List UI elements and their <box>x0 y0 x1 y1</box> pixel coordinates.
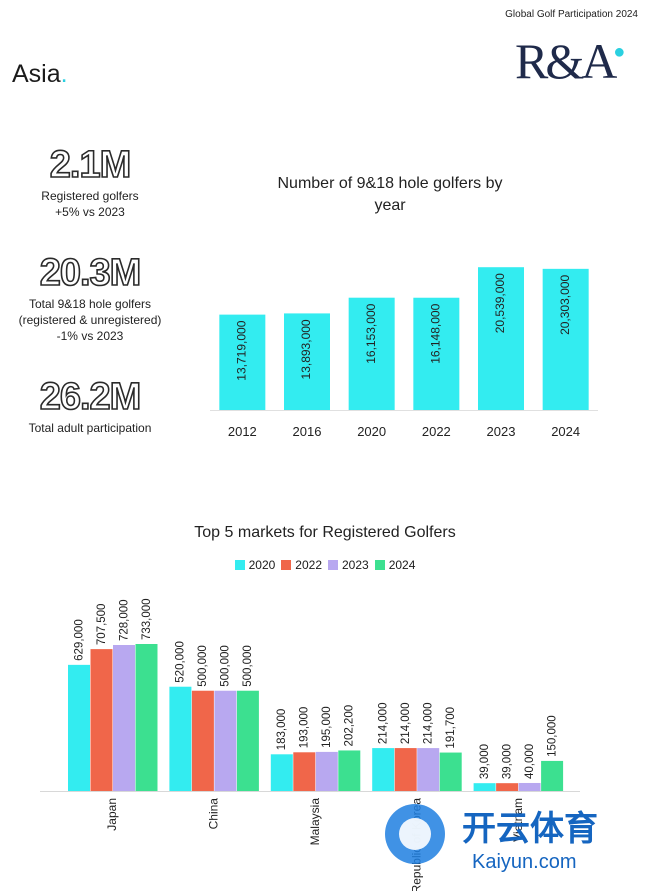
bar-value-label: 202,200 <box>344 705 356 747</box>
bar-2012 <box>219 314 266 410</box>
bar-value-label: 150,000 <box>546 715 558 757</box>
stat-value: 20.3M <box>39 252 142 294</box>
legend-swatch-icon <box>328 560 338 570</box>
kaiyun-watermark: 开云体育 Kaiyun.com <box>385 804 598 873</box>
bar-value-label: 193,000 <box>299 707 311 749</box>
stat-label: Total adult participation <box>28 421 152 435</box>
bar-2016 <box>284 313 330 410</box>
bar-value-label: 20,303,000 <box>558 275 572 335</box>
legend-swatch-icon <box>374 560 385 570</box>
stat-value: 26.2M <box>39 376 142 418</box>
bar-value-label: 20,539,000 <box>493 273 507 333</box>
bar-value-label: 500,000 <box>220 645 232 687</box>
bar-2022 <box>191 690 214 791</box>
bar-2020 <box>372 748 395 791</box>
bar-value-label: 195,000 <box>321 706 333 748</box>
stat-label: Total 9&18 hole golfers (registered & unr… <box>18 297 162 343</box>
bar-value-label: 728,000 <box>118 599 130 641</box>
watermark-site: Kaiyun.com <box>472 851 577 873</box>
bar-value-label: 13,893,000 <box>299 319 313 379</box>
bar-2022 <box>293 752 316 791</box>
x-tick-label: 2012 <box>228 424 257 439</box>
bar-value-label: 707,500 <box>96 604 108 646</box>
bar-2024 <box>236 690 259 791</box>
bar-value-label: 733,000 <box>141 598 153 640</box>
category-label: China <box>207 798 221 830</box>
bar-2024 <box>338 750 361 791</box>
bar-value-label: 629,000 <box>73 619 85 661</box>
bar-value-label: 183,000 <box>276 709 288 751</box>
bar-value-label: 16,148,000 <box>429 303 443 363</box>
stat-registered-golfers: 2.1M Registered golfers +5% vs 2023 <box>10 144 170 220</box>
bar-value-label: 214,000 <box>422 703 434 745</box>
legend-item-2024: 2024 <box>374 558 415 572</box>
bar-value-label: 520,000 <box>175 641 187 683</box>
bar-2020 <box>169 686 192 791</box>
bar-2022 <box>413 297 460 410</box>
randa-logo: R&A ● <box>515 33 625 89</box>
chart1-title: Number of 9&18 hole golfers by year <box>277 175 503 214</box>
logo-dot-icon: ● <box>613 41 625 63</box>
bar-2022 <box>394 748 417 791</box>
stat-value: 2.1M <box>49 144 132 186</box>
bar-2020 <box>348 297 395 410</box>
x-tick-label: 2024 <box>551 424 580 439</box>
bar-value-label: 39,000 <box>501 744 513 779</box>
bar-2023 <box>214 690 237 791</box>
chart2-title: Top 5 markets for Registered Golfers <box>194 524 456 541</box>
x-tick-label: 2023 <box>487 424 516 439</box>
x-tick-label: 2020 <box>357 424 386 439</box>
stat-label: Registered golfers +5% vs 2023 <box>41 189 139 219</box>
bar-2023 <box>417 748 440 791</box>
bar-2020 <box>68 664 90 791</box>
bar-2023 <box>113 645 135 791</box>
legend-item-2023: 2023 <box>328 558 369 572</box>
chart2-legend: 2020 2022 2023 2024 <box>0 558 650 572</box>
category-label: Malaysia <box>308 798 322 846</box>
bar-2020 <box>270 754 293 791</box>
bar-value-label: 500,000 <box>197 645 209 687</box>
stat-total-golfers: 20.3M Total 9&18 hole golfers (registered… <box>10 252 170 344</box>
bar-value-label: 191,700 <box>445 707 457 749</box>
watermark-brand: 开云体育 <box>462 810 598 848</box>
bar-2024 <box>541 760 564 791</box>
legend-item-2022: 2022 <box>281 558 322 572</box>
bar-2023 <box>315 751 338 791</box>
bar-value-label: 13,719,000 <box>235 320 249 380</box>
bar-value-label: 214,000 <box>400 703 412 745</box>
bar-value-label: 40,000 <box>524 744 536 779</box>
bar-2024 <box>439 752 462 791</box>
bar-2024 <box>135 644 158 791</box>
bar-2022 <box>90 649 113 791</box>
x-tick-label: 2016 <box>293 424 322 439</box>
bar-value-label: 16,153,000 <box>364 303 378 363</box>
legend-swatch-icon <box>281 560 292 570</box>
region-title: Asia. <box>12 60 68 88</box>
bar-2024 <box>542 268 589 410</box>
bar-value-label: 214,000 <box>377 703 389 745</box>
legend-swatch-icon <box>234 560 245 570</box>
bar-2023 <box>478 267 524 410</box>
x-tick-label: 2022 <box>422 424 451 439</box>
legend-item-2020: 2020 <box>234 558 275 572</box>
report-title: Global Golf Participation 2024 <box>505 9 638 20</box>
category-label: Japan <box>105 798 119 831</box>
stat-adult-participation: 26.2M Total adult participation <box>10 376 170 436</box>
bar-value-label: 39,000 <box>479 744 491 779</box>
bar-value-label: 500,000 <box>242 645 254 687</box>
